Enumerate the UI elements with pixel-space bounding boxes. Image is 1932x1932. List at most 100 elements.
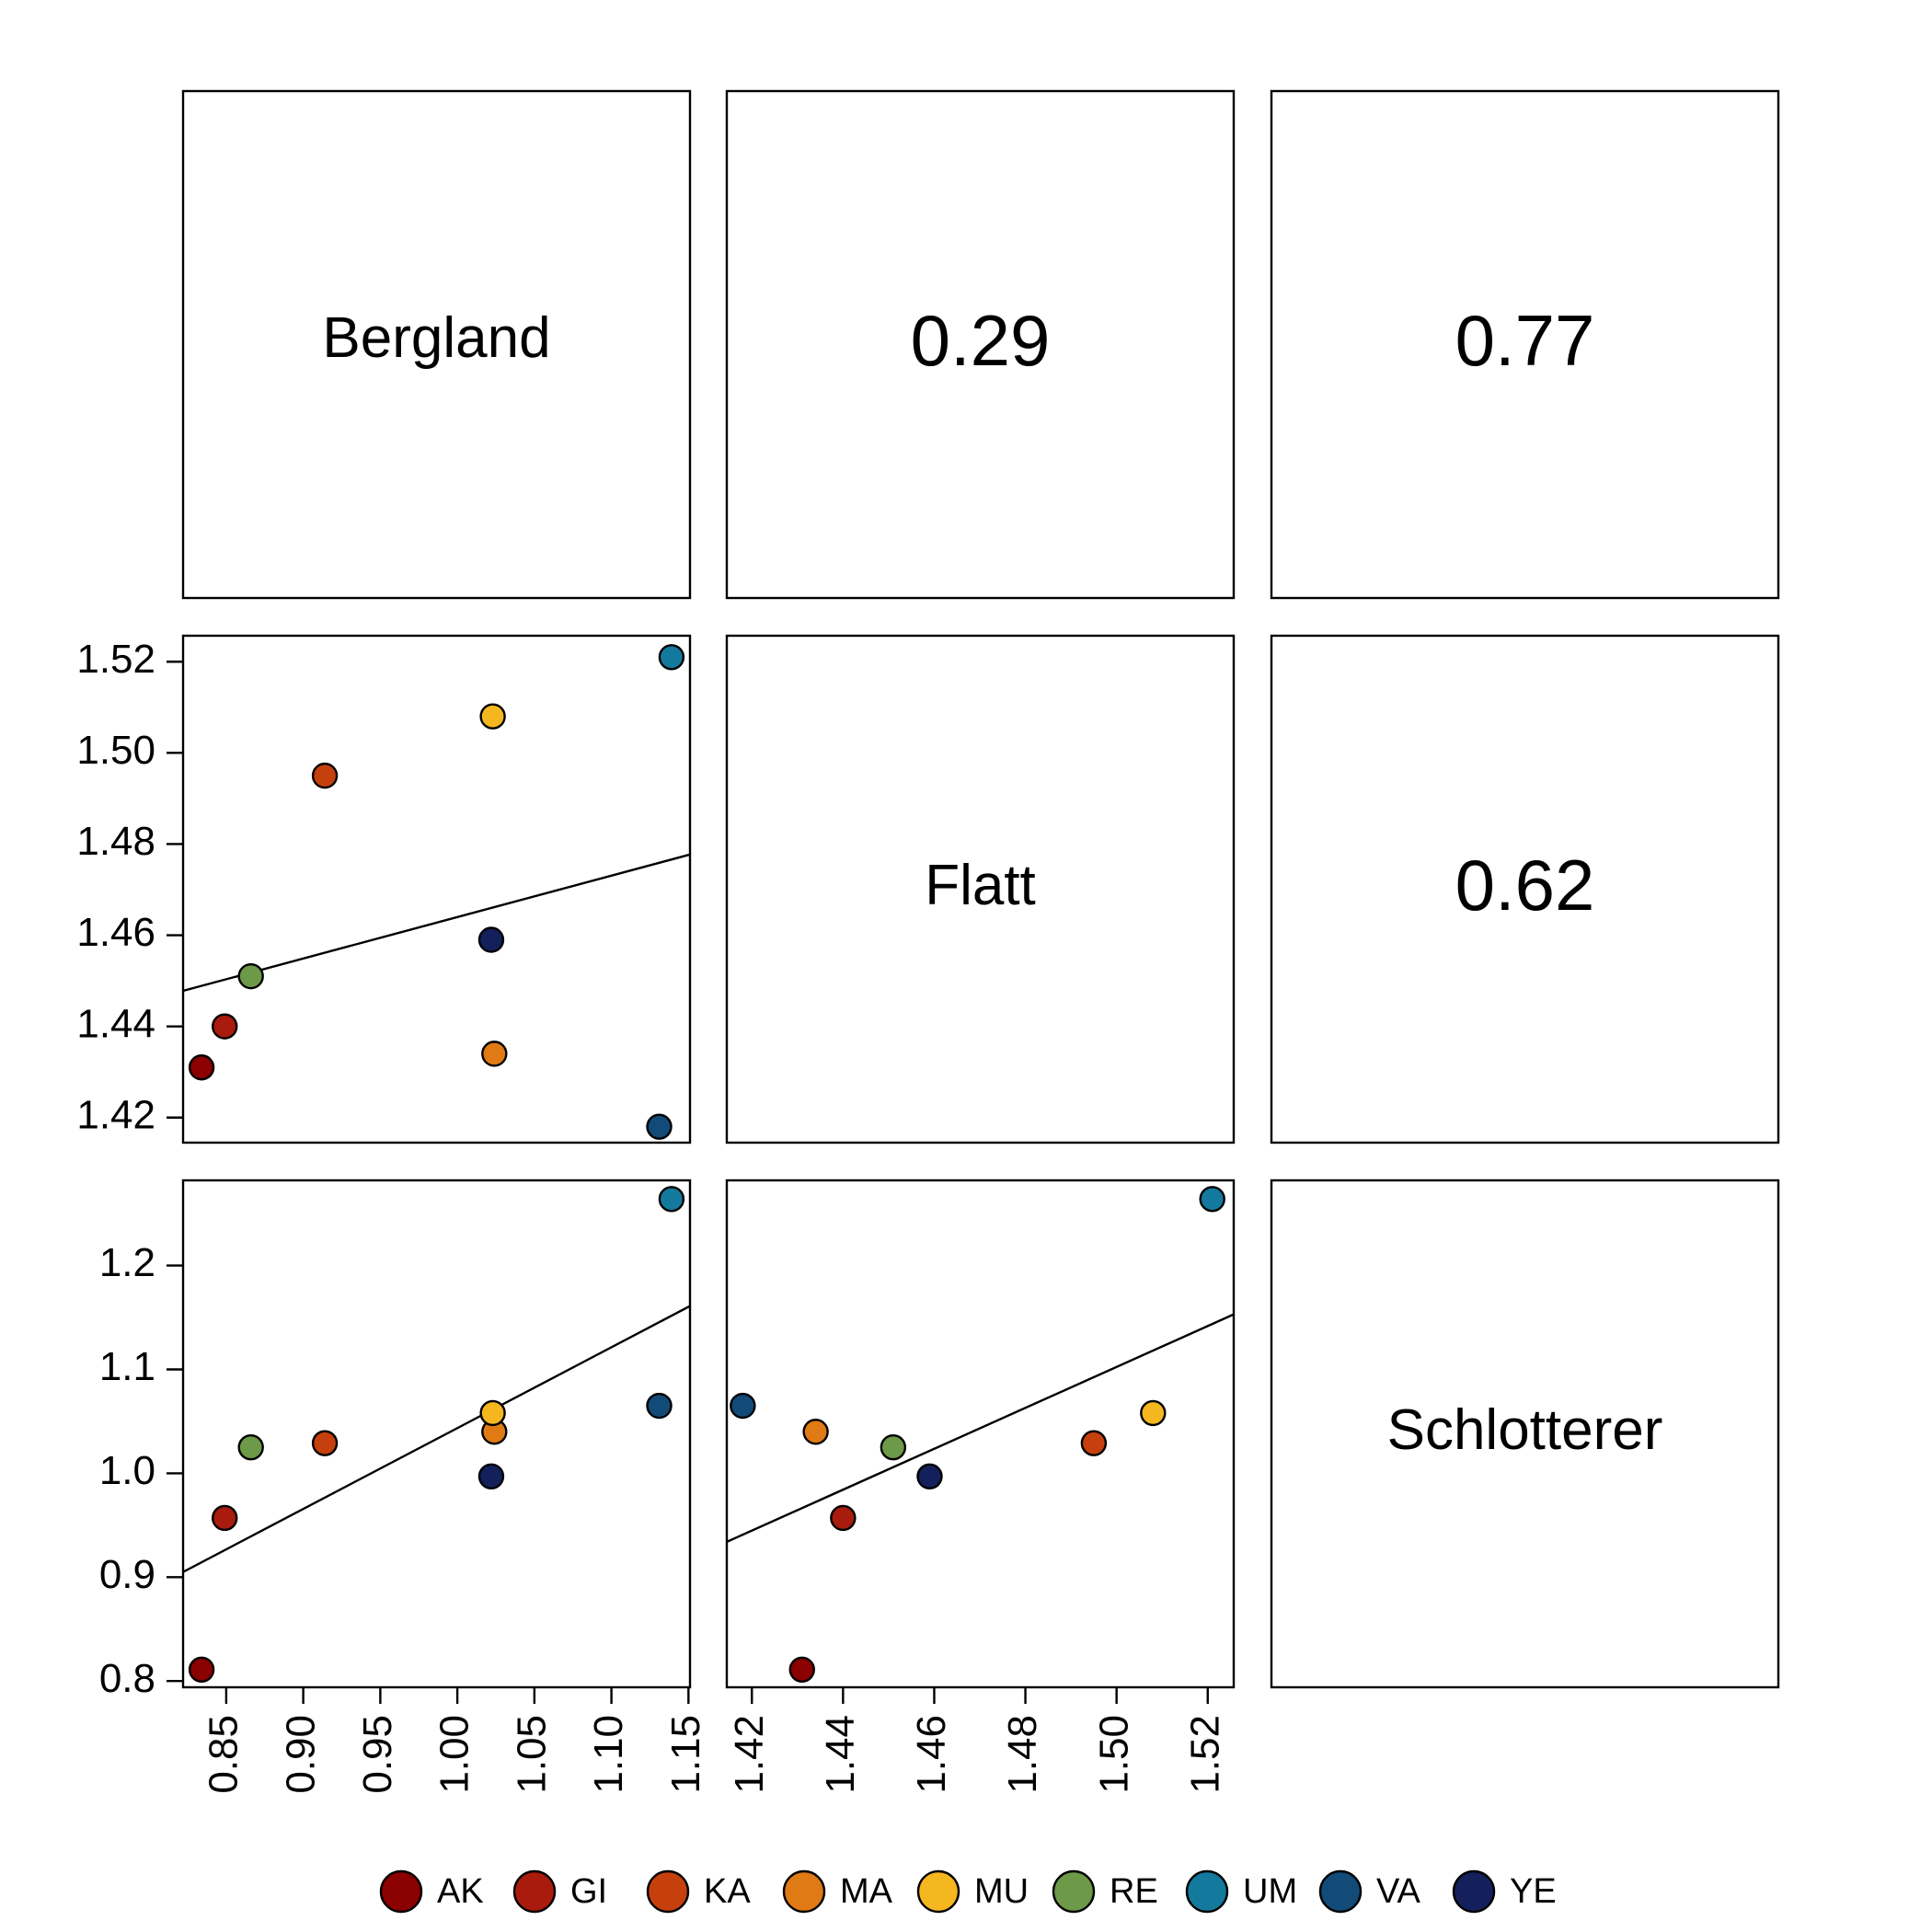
point-va	[646, 1392, 673, 1420]
legend-label: AK	[437, 1872, 484, 1911]
x-tick-label: 1.05	[509, 1715, 554, 1794]
legend-swatch	[512, 1869, 557, 1914]
y-tick-label: 1.48	[76, 819, 155, 864]
point-um	[658, 1186, 685, 1213]
panel-frame	[1270, 89, 1780, 600]
variable-label-flatt: Flatt	[925, 854, 1036, 917]
point-gi	[830, 1504, 857, 1532]
correlation-label: 0.29	[911, 300, 1051, 381]
y-tick-label: 1.46	[76, 910, 155, 955]
point-gi	[212, 1504, 238, 1532]
x-tick-label: 1.50	[1091, 1715, 1136, 1794]
point-um	[1199, 1186, 1225, 1213]
point-ye	[916, 1463, 943, 1489]
legend-item-ma: MA	[782, 1869, 893, 1914]
x-axis-bergland: 0.85 0.90 0.95 1.00 1.05 1.10 1.15	[201, 1687, 708, 1794]
axes: 1.421.441.461.481.501.520.80.91.01.11.20…	[76, 637, 1227, 1794]
fit-line	[727, 1313, 1234, 1544]
legend-item-um: UM	[1185, 1869, 1297, 1914]
correlation-label: 0.62	[1455, 845, 1595, 926]
x-tick-label: 1.15	[663, 1715, 708, 1794]
panel-frame	[725, 634, 1236, 1144]
panel-1-1: Flatt	[725, 634, 1236, 1144]
legend-swatch	[1318, 1869, 1363, 1914]
y-tick-label: 1.52	[76, 637, 155, 682]
x-tick-label: 0.90	[278, 1715, 323, 1794]
point-ka	[311, 1430, 339, 1456]
legend-swatch	[1185, 1869, 1229, 1914]
point-re	[237, 962, 264, 990]
x-tick-label: 1.52	[1182, 1715, 1227, 1794]
point-re	[237, 1433, 264, 1461]
panel-frame	[181, 634, 692, 1144]
point-gi	[212, 1013, 238, 1040]
y-tick-label: 1.0	[99, 1448, 155, 1493]
legend-label: MA	[840, 1872, 893, 1911]
panel-frame	[1270, 1179, 1780, 1689]
y-tick-label: 1.2	[99, 1240, 155, 1285]
point-mu	[479, 1399, 506, 1427]
correlation-label: 0.77	[1455, 300, 1595, 381]
panel-2-2: Schlotterer	[1270, 1179, 1780, 1689]
point-ak	[188, 1656, 215, 1684]
y-tick-label: 1.42	[76, 1092, 155, 1137]
point-va	[730, 1392, 756, 1420]
point-ka	[1080, 1430, 1108, 1456]
variable-label-bergland: Bergland	[322, 306, 550, 370]
x-tick-label: 0.85	[201, 1715, 247, 1794]
y-tick-label: 1.44	[76, 1001, 155, 1046]
x-tick-label: 0.95	[355, 1715, 400, 1794]
point-ka	[311, 762, 339, 789]
y-tick-label: 1.1	[99, 1344, 155, 1389]
x-tick-label: 1.10	[586, 1715, 631, 1794]
legend-label: YE	[1510, 1872, 1557, 1911]
legend-swatch	[1052, 1869, 1096, 1914]
legend-label: VA	[1376, 1872, 1421, 1911]
panel-2-1	[725, 1179, 1236, 1689]
panels: Bergland 0.29 0.77 Flatt 0.62 Schlotterer	[181, 89, 1780, 1689]
legend-item-ka: KA	[646, 1869, 751, 1914]
panel-frame	[181, 1179, 692, 1689]
legend-swatch	[379, 1869, 423, 1914]
legend-swatch	[916, 1869, 960, 1914]
legend-label: KA	[704, 1872, 751, 1911]
fit-line	[183, 1305, 690, 1573]
y-tick-label: 1.50	[76, 728, 155, 773]
point-um	[658, 644, 685, 671]
legend-item-mu: MU	[916, 1869, 1029, 1914]
point-ma	[802, 1419, 829, 1445]
point-ak	[788, 1656, 815, 1684]
panel-0-0: Bergland	[181, 89, 692, 600]
legend-label: GI	[570, 1872, 607, 1911]
point-va	[646, 1113, 673, 1140]
panel-0-2: 0.77	[1270, 89, 1780, 600]
legend-item-ak: AK	[379, 1869, 484, 1914]
point-re	[880, 1433, 907, 1461]
point-ak	[188, 1054, 215, 1081]
panel-1-0	[181, 634, 692, 1144]
y-axis-schlotterer: 0.8 0.9 1.0 1.1 1.2	[99, 1240, 183, 1701]
point-mu	[1140, 1399, 1167, 1427]
panel-0-1: 0.29	[725, 89, 1236, 600]
x-tick-label: 1.42	[727, 1715, 772, 1794]
legend-swatch	[1452, 1869, 1496, 1914]
legend: AK GI KA MA MU RE UM VA YE	[379, 1869, 1557, 1914]
point-ma	[481, 1041, 508, 1067]
legend-item-va: VA	[1318, 1869, 1421, 1914]
point-mu	[479, 703, 506, 730]
legend-label: UM	[1243, 1872, 1297, 1911]
fit-line	[183, 853, 690, 993]
variable-label-schlotterer: Schlotterer	[1387, 1398, 1663, 1462]
x-tick-label: 1.00	[432, 1715, 477, 1794]
legend-label: RE	[1110, 1872, 1158, 1911]
panel-frame	[725, 89, 1236, 600]
x-axis-flatt: 1.42 1.44 1.46 1.48 1.50 1.52	[727, 1687, 1227, 1794]
x-tick-label: 1.48	[1000, 1715, 1045, 1794]
panel-1-2: 0.62	[1270, 634, 1780, 1144]
panel-2-0	[181, 1179, 692, 1689]
legend-swatch	[646, 1869, 690, 1914]
legend-item-re: RE	[1052, 1869, 1158, 1914]
y-axis-flatt: 1.42 1.44 1.46 1.48 1.50 1.52	[76, 637, 183, 1137]
x-tick-label: 1.46	[909, 1715, 954, 1794]
